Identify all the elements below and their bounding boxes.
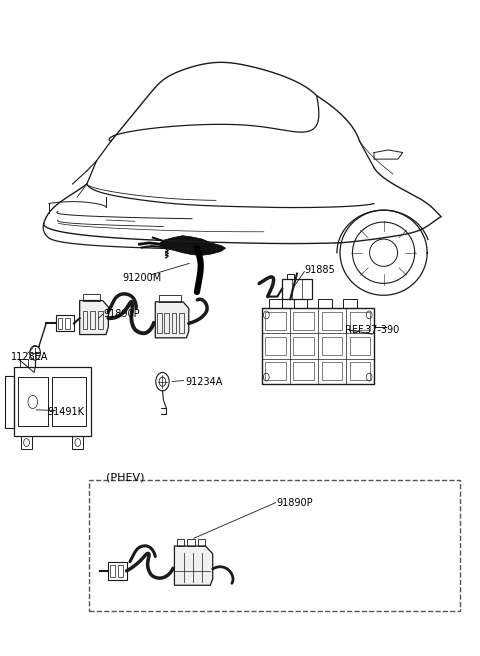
Bar: [5, 376, 14, 428]
Bar: [56, 315, 74, 331]
Bar: [52, 377, 86, 426]
Bar: [118, 565, 123, 577]
Text: 91890P: 91890P: [276, 498, 312, 508]
Bar: [198, 539, 205, 546]
Text: 91885: 91885: [305, 266, 336, 276]
Bar: [293, 337, 314, 355]
Bar: [14, 367, 91, 436]
Text: 91200M: 91200M: [123, 273, 162, 283]
Polygon shape: [174, 546, 213, 585]
Bar: [265, 363, 286, 380]
Bar: [350, 363, 370, 380]
Text: 91234A: 91234A: [185, 377, 222, 386]
Bar: [90, 311, 95, 329]
Bar: [350, 337, 370, 355]
Bar: [294, 299, 307, 308]
Bar: [21, 436, 32, 449]
Bar: [65, 318, 70, 329]
Polygon shape: [80, 300, 108, 335]
Bar: [293, 312, 314, 329]
Polygon shape: [156, 302, 189, 338]
Bar: [319, 299, 332, 308]
Bar: [72, 436, 83, 449]
Bar: [265, 337, 286, 355]
Bar: [18, 377, 48, 426]
Bar: [157, 313, 162, 333]
Bar: [171, 313, 176, 333]
Bar: [108, 562, 127, 580]
Bar: [282, 279, 312, 298]
Bar: [287, 274, 294, 279]
Bar: [98, 311, 103, 329]
Bar: [343, 299, 357, 308]
Text: 91491K: 91491K: [48, 407, 84, 417]
Bar: [350, 312, 370, 329]
Bar: [179, 313, 183, 333]
Bar: [58, 318, 62, 329]
Text: 1128EA: 1128EA: [11, 352, 48, 363]
Bar: [177, 539, 184, 546]
Bar: [164, 313, 169, 333]
Bar: [262, 308, 374, 384]
Bar: [322, 363, 342, 380]
Bar: [20, 359, 28, 367]
Bar: [110, 565, 115, 577]
Polygon shape: [158, 236, 226, 255]
Text: 91890P: 91890P: [104, 308, 140, 319]
Bar: [322, 312, 342, 329]
Bar: [265, 312, 286, 329]
Text: (PHEV): (PHEV): [106, 472, 144, 482]
Bar: [83, 311, 87, 329]
Bar: [322, 337, 342, 355]
Bar: [187, 539, 194, 546]
Bar: [293, 363, 314, 380]
Bar: [89, 480, 460, 611]
Text: REF.37-390: REF.37-390: [345, 325, 399, 335]
Bar: [269, 299, 282, 308]
Bar: [159, 295, 180, 302]
Bar: [84, 294, 100, 300]
